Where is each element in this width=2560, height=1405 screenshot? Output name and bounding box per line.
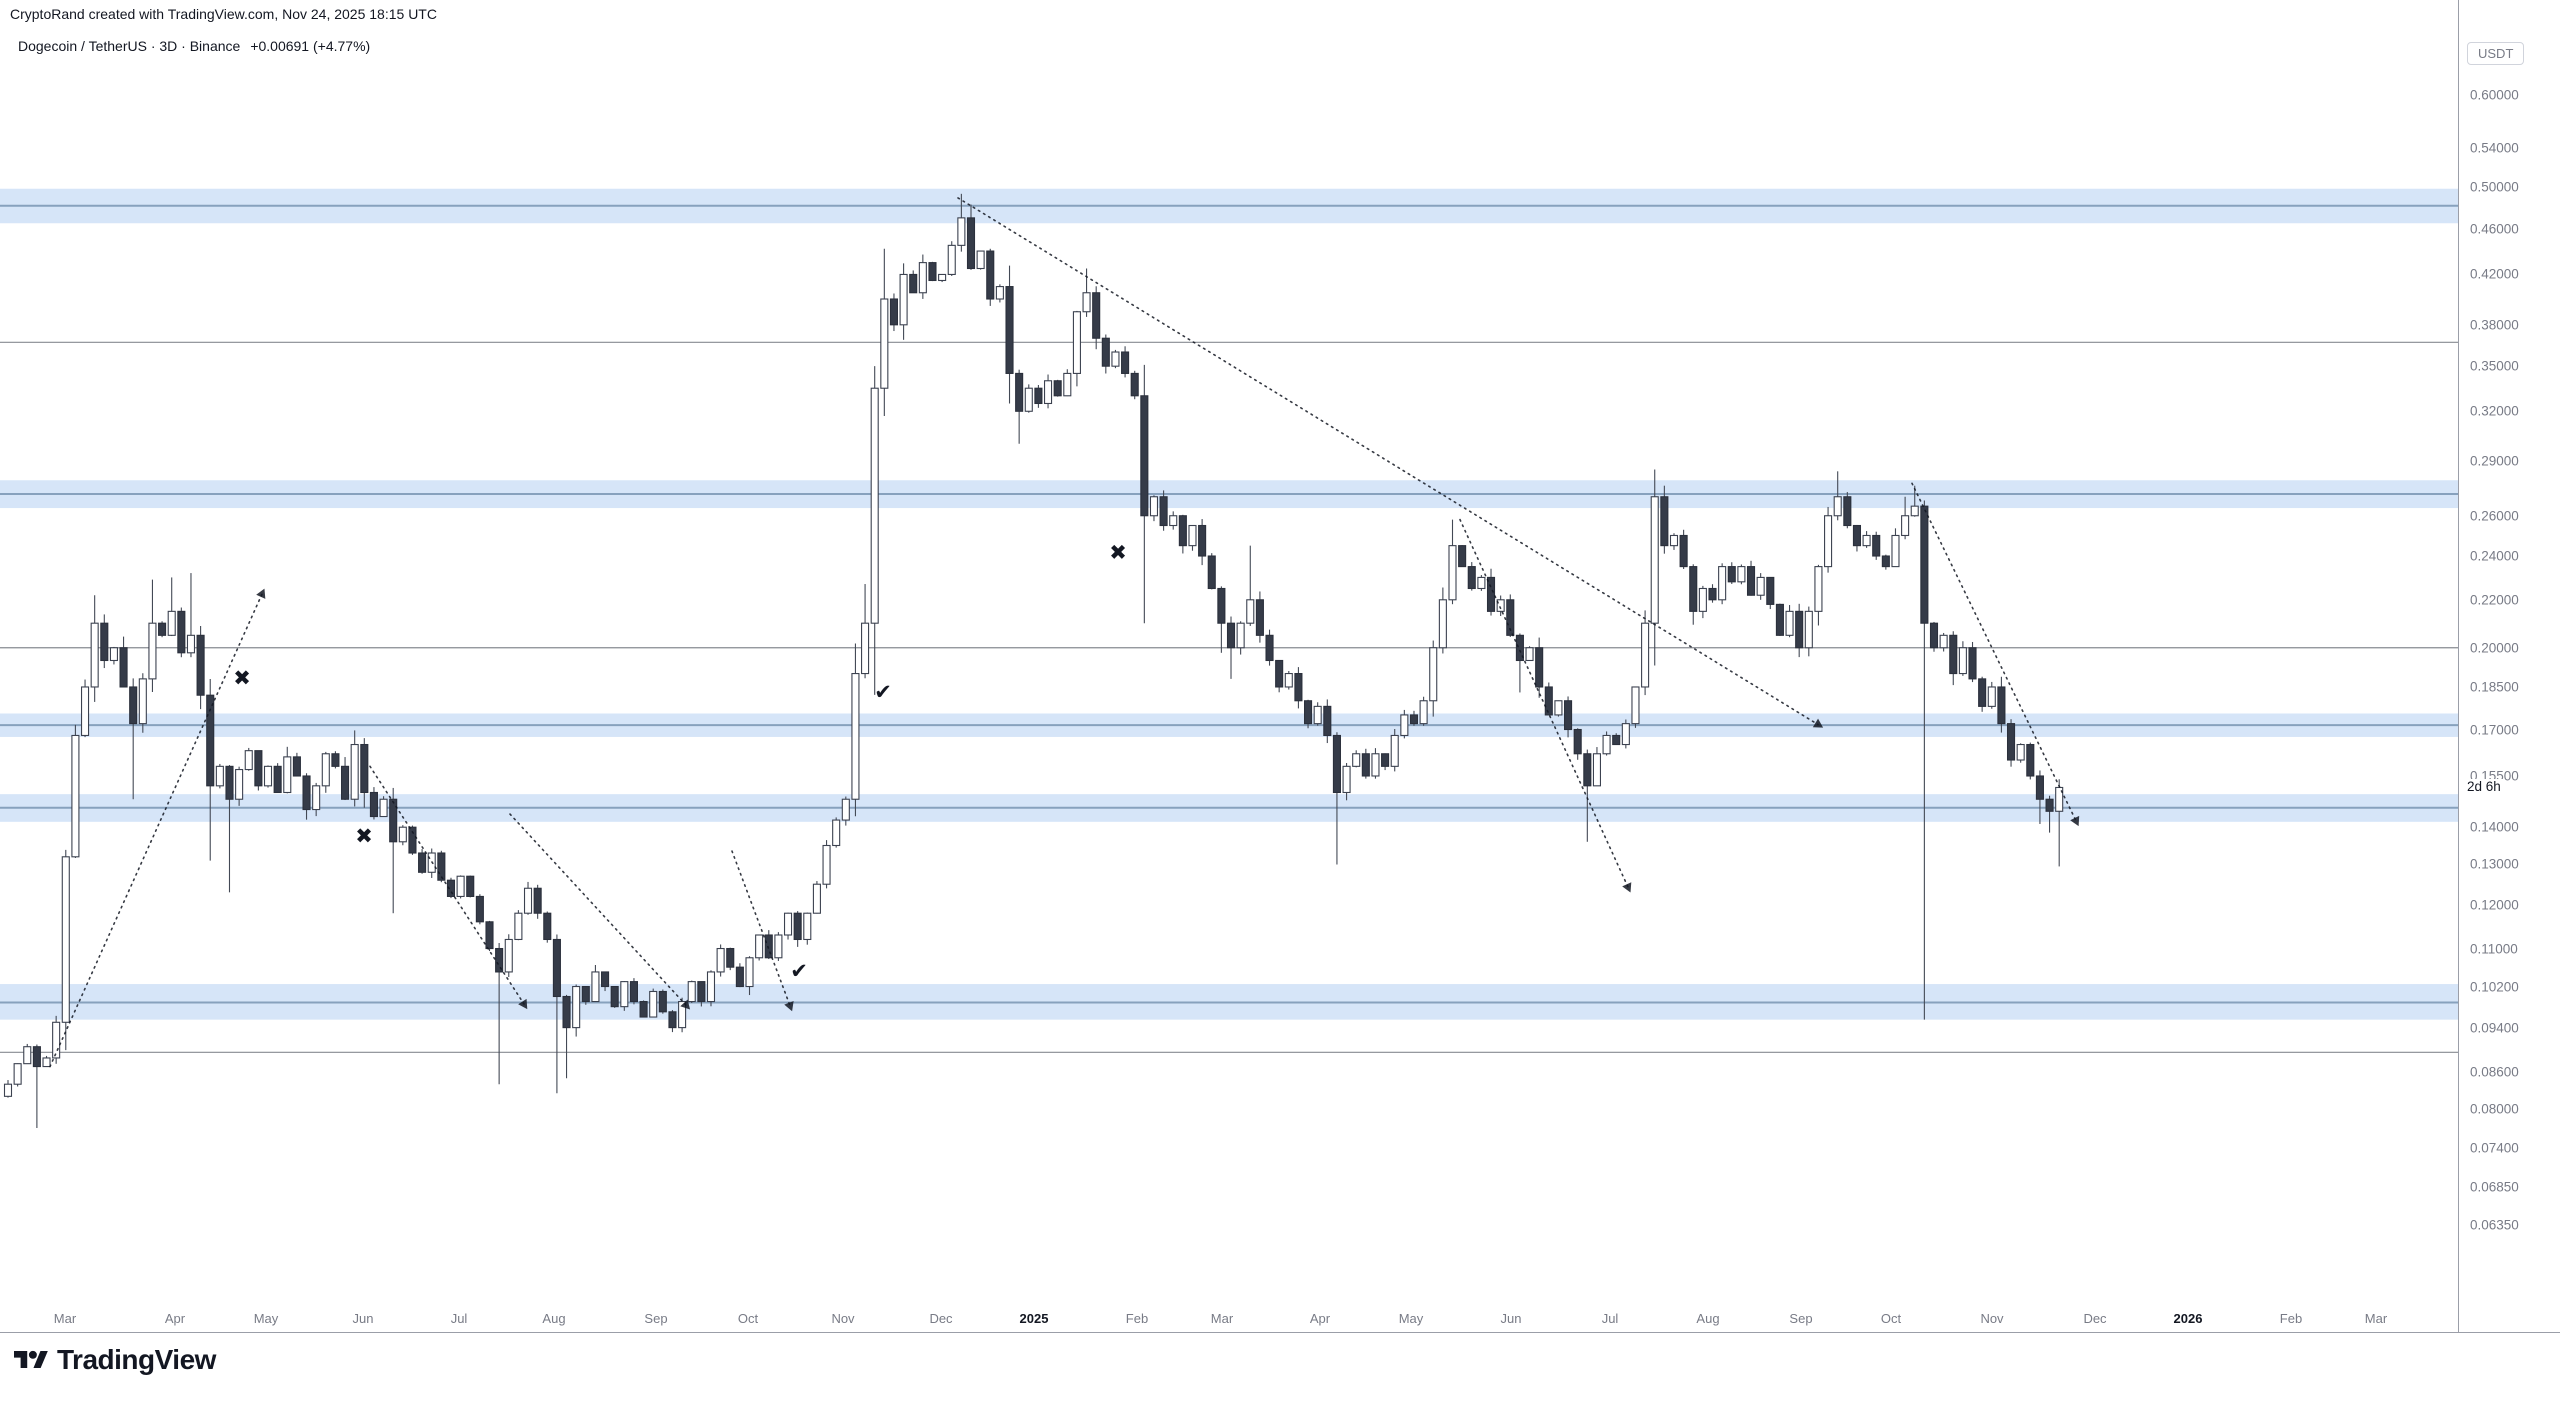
- time-axis-month-label: Oct: [1880, 1311, 1902, 1326]
- x-marker[interactable]: ✖: [233, 666, 251, 690]
- time-axis-month-label: Aug: [542, 1311, 566, 1326]
- trendline-arrowhead: [518, 998, 528, 1010]
- candle-countdown: 2d 6h: [2467, 779, 2504, 795]
- price-tick-label: 0.11000: [2470, 941, 2518, 957]
- price-tick-label: 0.12000: [2470, 897, 2519, 913]
- time-axis-month-label: Nov: [831, 1311, 855, 1326]
- price-tick-label: 0.60000: [2470, 87, 2519, 103]
- symbol-legend[interactable]: Dogecoin / TetherUS · 3D · Binance +0.006…: [18, 38, 370, 54]
- tradingview-logo-text: TradingView: [57, 1344, 216, 1375]
- time-axis-border: [0, 1332, 2560, 1333]
- trendline-arrowhead: [784, 1001, 794, 1012]
- trendline-arrowhead: [680, 999, 691, 1010]
- dotted-trendline[interactable]: [731, 850, 791, 1007]
- price-tick-label: 0.08000: [2470, 1101, 2519, 1117]
- currency-badge[interactable]: USDT: [2467, 42, 2525, 65]
- time-axis-month-label: Mar: [53, 1311, 77, 1326]
- time-axis-month-label: Mar: [2364, 1311, 2388, 1326]
- price-tick-label: 0.06350: [2470, 1217, 2519, 1233]
- price-tick-label: 0.18500: [2470, 679, 2519, 695]
- dotted-trendline[interactable]: [49, 593, 263, 1068]
- dotted-trendline[interactable]: [1459, 518, 1629, 888]
- price-tick-label: 0.13000: [2470, 856, 2519, 872]
- time-axis-year-label: 2026: [2173, 1311, 2203, 1326]
- x-marker[interactable]: ✖: [1109, 540, 1127, 564]
- trendline-arrowhead: [2070, 815, 2080, 827]
- time-axis-month-label: Dec: [2083, 1311, 2107, 1326]
- price-tick-label: 0.07400: [2470, 1140, 2519, 1156]
- time-axis-month-label: Dec: [929, 1311, 953, 1326]
- time-axis-month-label: Apr: [164, 1311, 186, 1326]
- price-tick-label: 0.38000: [2470, 317, 2519, 333]
- candles-series[interactable]: [3, 193, 2064, 1128]
- price-tick-label: 0.50000: [2470, 179, 2519, 195]
- x-marker[interactable]: ✖: [355, 824, 373, 848]
- price-tick-label: 0.20000: [2470, 640, 2519, 656]
- check-marker[interactable]: ✔: [790, 959, 808, 983]
- time-axis-month-label: Jul: [450, 1311, 468, 1326]
- time-axis-month-label: Apr: [1309, 1311, 1331, 1326]
- price-tick-label: 0.14000: [2470, 819, 2519, 835]
- price-tick-label: 0.24000: [2470, 548, 2519, 564]
- time-axis-month-label: Feb: [1125, 1311, 1149, 1326]
- price-tick-label: 0.35000: [2470, 358, 2519, 374]
- time-axis-month-label: Aug: [1696, 1311, 1720, 1326]
- dotted-trendline[interactable]: [369, 765, 525, 1005]
- time-axis-month-label: May: [253, 1311, 279, 1326]
- price-tick-label: 0.09400: [2470, 1020, 2519, 1036]
- time-axis[interactable]: Mar Apr May Jun Jul Aug Sep Oct Nov Dec 2025 Feb Mar…: [0, 1305, 2560, 1332]
- time-axis-month-label: Jul: [1601, 1311, 1619, 1326]
- symbol-title[interactable]: Dogecoin / TetherUS · 3D · Binance: [18, 38, 241, 54]
- price-tick-label: 0.32000: [2470, 403, 2519, 419]
- symbol-change: +0.00691 (+4.77%): [250, 38, 371, 54]
- trendline-arrowhead: [256, 588, 266, 599]
- price-axis[interactable]: USDT 0.60000 0.54000 0.50000 0.46000 0.42000…: [2458, 0, 2560, 1332]
- price-tick-label: 0.54000: [2470, 140, 2519, 156]
- price-tick-label: 0.26000: [2470, 508, 2519, 524]
- time-axis-month-label: Sep: [644, 1311, 668, 1326]
- price-tick-label: 0.22000: [2470, 592, 2519, 608]
- price-tick-label: 0.10200: [2470, 979, 2519, 995]
- tradingview-logo[interactable]: TradingView: [14, 1344, 216, 1376]
- check-marker[interactable]: ✔: [874, 680, 892, 704]
- tradingview-icon: [14, 1350, 48, 1368]
- price-tick-label: 0.29000: [2470, 453, 2519, 469]
- price-tick-label: 0.06850: [2470, 1179, 2519, 1195]
- dotted-trendline[interactable]: [509, 813, 687, 1006]
- time-axis-year-label: 2025: [1019, 1311, 1049, 1326]
- dotted-trendline[interactable]: [957, 197, 1819, 726]
- time-axis-month-label: Feb: [2279, 1311, 2303, 1326]
- time-axis-month-label: Jun: [1500, 1311, 1522, 1326]
- time-axis-month-label: May: [1398, 1311, 1424, 1326]
- price-tick-label: 0.08600: [2470, 1064, 2519, 1080]
- time-axis-month-label: Jun: [352, 1311, 374, 1326]
- time-axis-month-label: Sep: [1789, 1311, 1813, 1326]
- time-axis-month-label: Mar: [1210, 1311, 1234, 1326]
- time-axis-month-label: Nov: [1980, 1311, 2004, 1326]
- time-axis-month-label: Oct: [737, 1311, 759, 1326]
- price-tick-label: 0.46000: [2470, 221, 2519, 237]
- attribution-text: CryptoRand created with TradingView.com,…: [10, 6, 437, 22]
- trendline-arrowhead: [1812, 718, 1824, 728]
- trendline-arrowhead: [1622, 882, 1632, 893]
- price-tick-label: 0.42000: [2470, 266, 2519, 282]
- dotted-trendline[interactable]: [1911, 482, 2077, 822]
- price-tick-label: 0.17000: [2470, 722, 2519, 737]
